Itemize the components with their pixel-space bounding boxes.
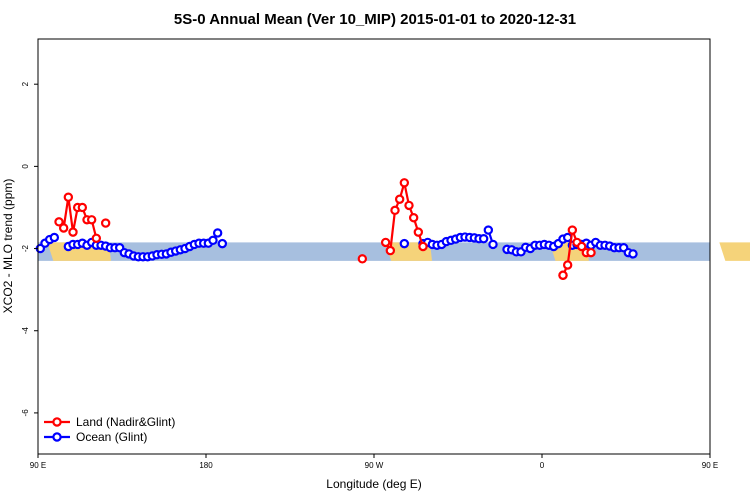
ocean-point: [212, 228, 223, 238]
land-point: [576, 241, 587, 252]
x-tick-label: 90 W: [365, 461, 384, 470]
legend-label: Ocean (Glint): [76, 430, 147, 444]
land-point: [390, 205, 400, 216]
y-tick-label: 2: [21, 81, 30, 86]
land-point: [558, 270, 568, 280]
x-tick-label: 90 E: [30, 461, 46, 470]
x-tick-label: 0: [540, 461, 545, 470]
legend: Land (Nadir&Glint)Ocean (Glint): [44, 415, 175, 444]
y-axis-ticks: 2 0 -2 -4 -6: [21, 81, 38, 416]
land-point: [357, 254, 368, 264]
y-tick-label: -6: [21, 409, 30, 417]
land-point: [562, 260, 573, 270]
ocean-point: [483, 225, 494, 235]
legend-marker: [52, 432, 62, 442]
ocean-point: [49, 232, 60, 243]
land-point: [586, 247, 596, 258]
land-point: [567, 225, 578, 235]
land-point: [404, 200, 414, 211]
land-point: [413, 227, 424, 237]
x-tick-label: 180: [199, 461, 213, 470]
y-tick-label: 0: [21, 164, 30, 169]
ocean-point: [478, 233, 489, 244]
land-point: [86, 215, 97, 225]
land-point: [91, 233, 102, 243]
ocean-point: [217, 238, 228, 249]
land-point: [68, 227, 78, 237]
ocean-point: [399, 238, 410, 249]
land-point: [380, 237, 391, 248]
ocean-point: [628, 249, 638, 259]
land-point: [77, 202, 88, 213]
x-axis-label: Longitude (deg E): [326, 477, 421, 491]
land-point: [54, 217, 64, 227]
plot-area: [35, 178, 638, 280]
legend-label: Land (Nadir&Glint): [76, 415, 175, 429]
y-axis-label: XCO2 - MLO trend (ppm): [1, 179, 15, 314]
y-tick-label: -2: [21, 244, 30, 252]
ocean-point: [208, 235, 218, 246]
legend-marker: [52, 417, 62, 427]
land-point: [63, 192, 74, 202]
y-tick-label: -4: [21, 327, 30, 335]
land-point: [100, 218, 111, 228]
x-tick-label: 90 E: [702, 461, 718, 470]
ocean-point: [488, 239, 498, 250]
x-axis-ticks: 90 E 180 90 W 0 90 E: [30, 454, 718, 470]
land-point: [385, 245, 396, 256]
land-point: [418, 241, 428, 252]
land-point: [58, 223, 69, 233]
land-point: [399, 178, 410, 188]
land-point: [408, 213, 419, 223]
band-wedge: [719, 242, 750, 261]
land-point: [394, 194, 405, 204]
chart-title: 5S-0 Annual Mean (Ver 10_MIP) 2015-01-01…: [174, 11, 576, 28]
